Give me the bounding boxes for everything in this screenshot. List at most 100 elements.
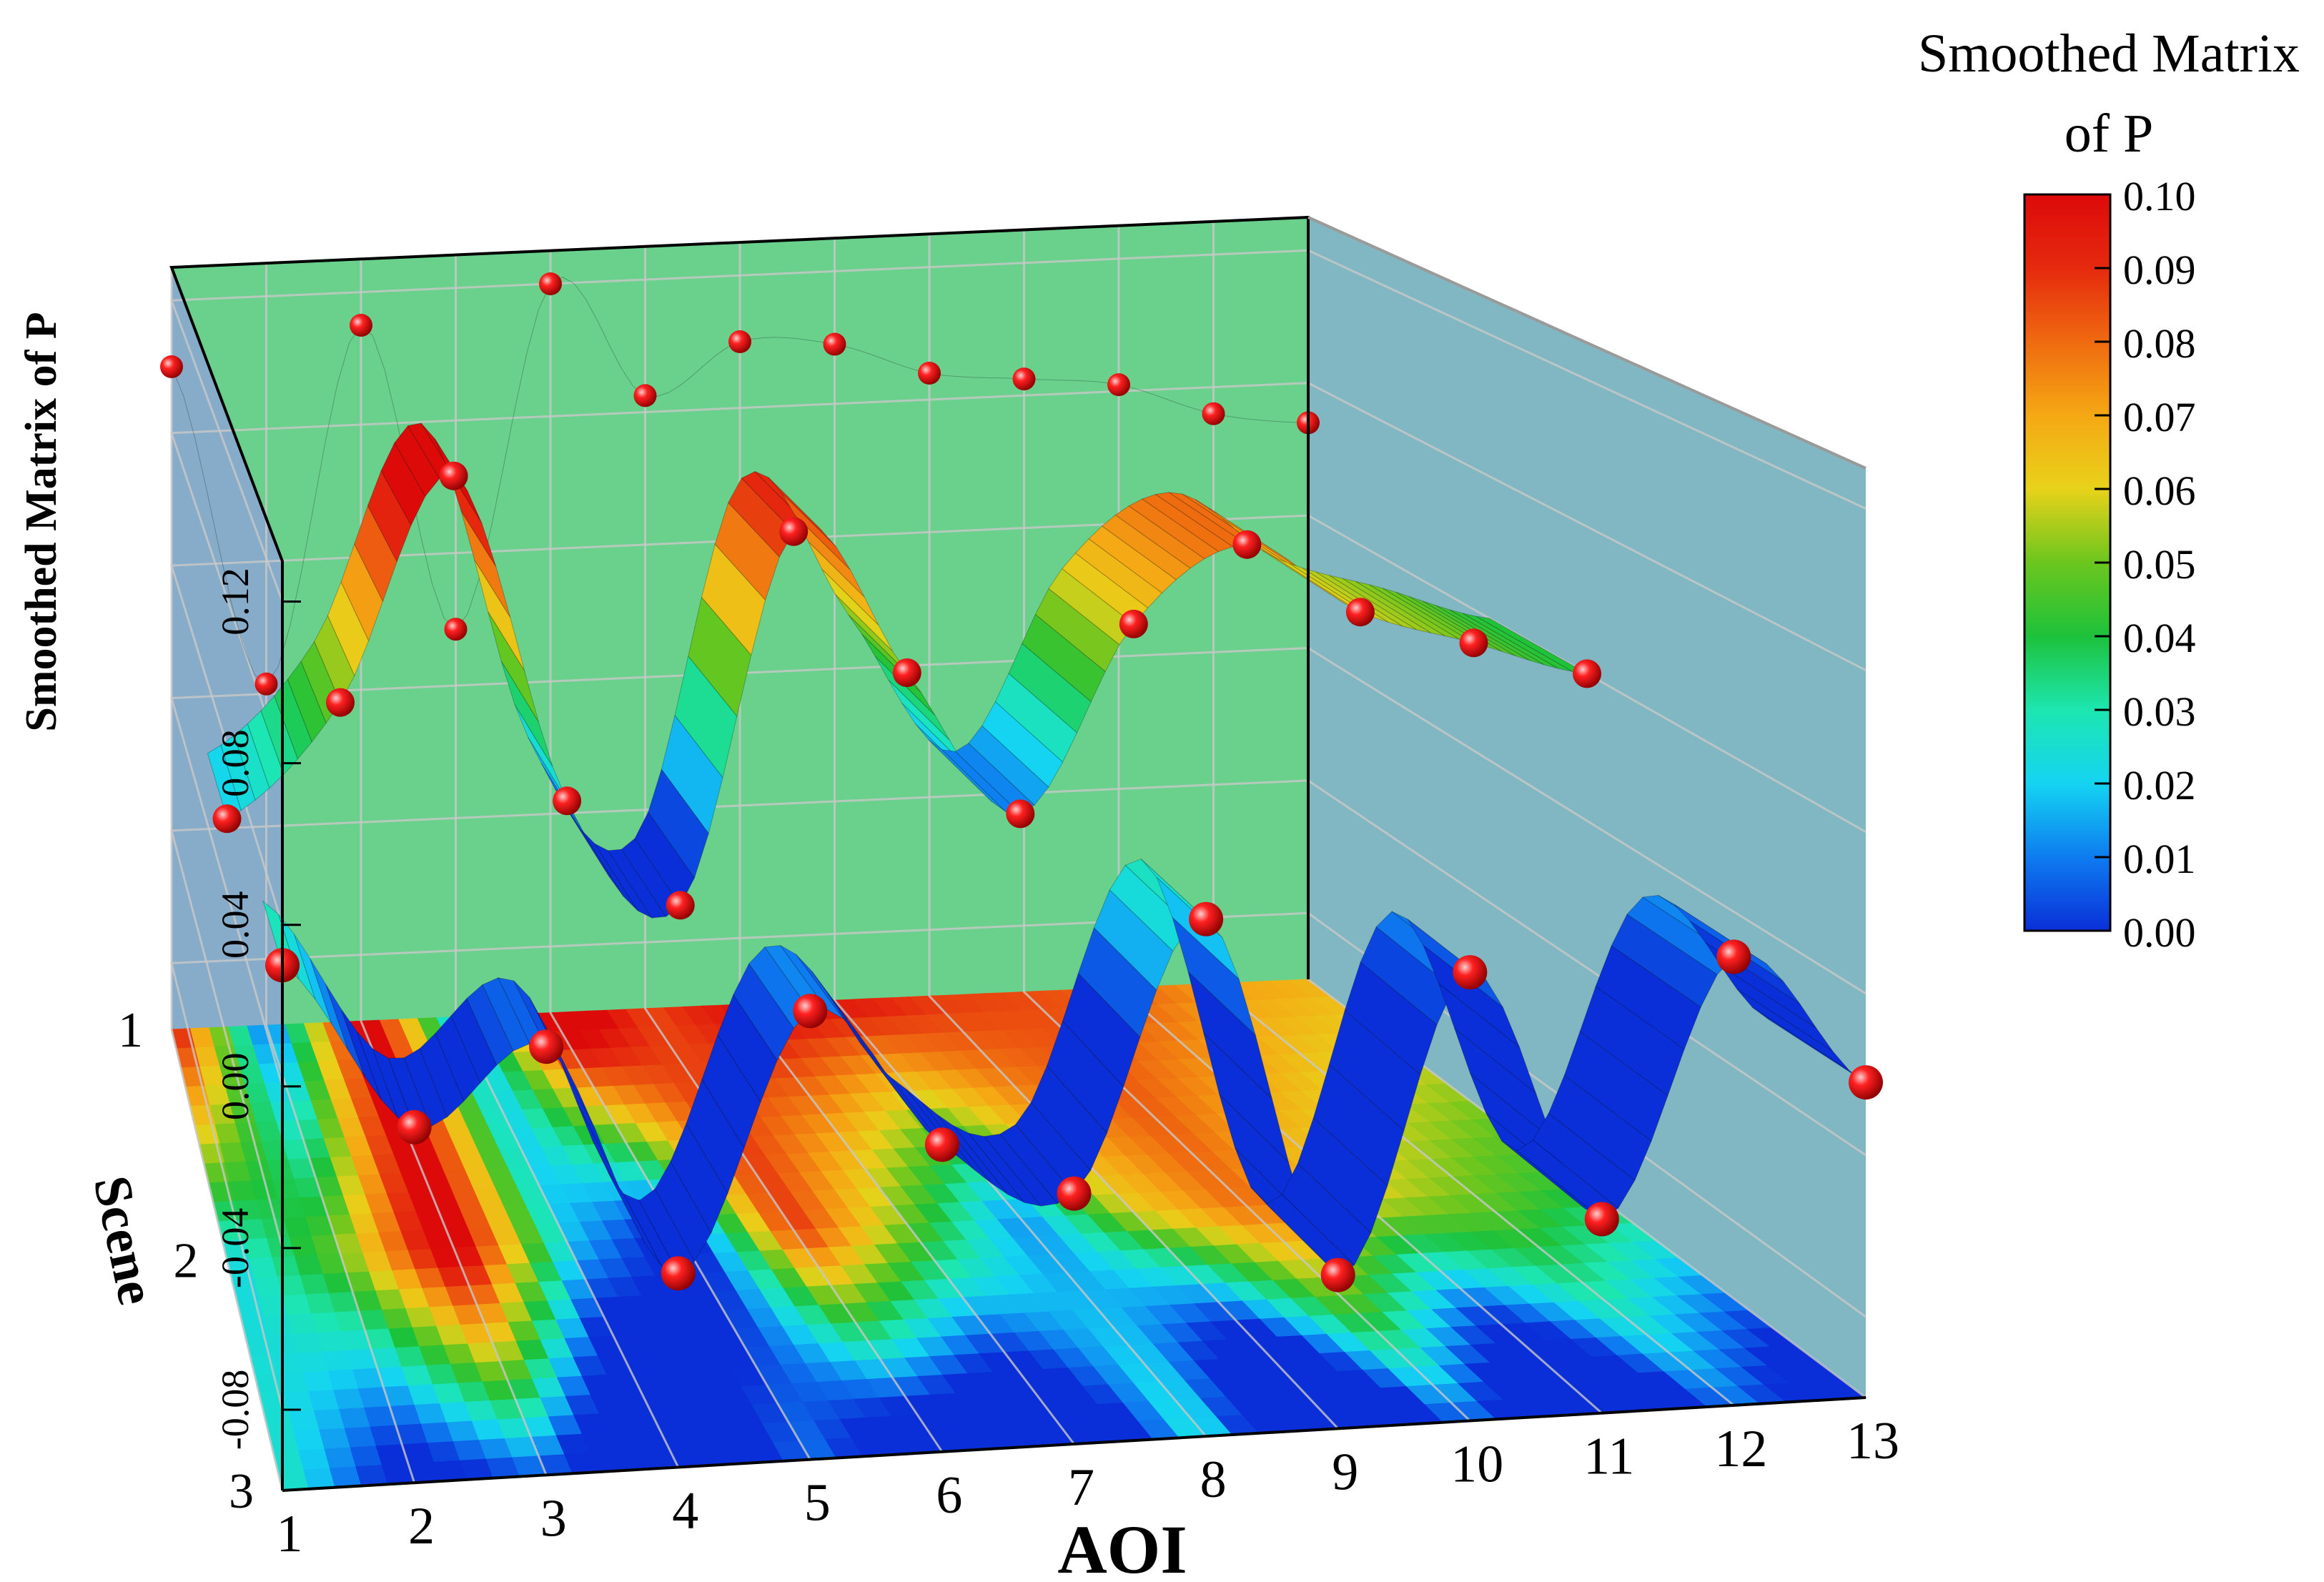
data-marker [1107,373,1130,397]
data-marker [397,1109,432,1145]
data-marker [1057,1176,1092,1211]
colorbar-tick-label: 0.00 [2123,909,2196,956]
data-marker [254,672,278,696]
colorbar-tick-label: 0.05 [2123,541,2196,588]
grid-line-z [169,382,1866,764]
grid-line-x [170,267,284,1491]
z-axis-title: Smoothed Matrix of P [17,312,66,731]
x-tick-label: 7 [1068,1458,1094,1517]
data-marker [553,786,582,816]
data-marker [1573,659,1601,688]
y-tick-label: 3 [229,1464,254,1519]
surface-patch [1000,377,1012,379]
y-axis-ticks: 1 2 3 [118,1003,254,1519]
z-tick-label: 0.04 [214,891,257,959]
data-marker [823,332,846,356]
surface-patch [775,337,788,338]
grid-line-x [928,234,1339,1430]
data-marker [1119,609,1148,638]
colorbar-title-line2: of P [2065,104,2154,164]
x-tick-label: 5 [804,1474,831,1533]
colorbar-tick-label: 0.02 [2123,762,2196,809]
frame-top-edge [1307,216,1866,470]
data-marker [1716,939,1751,974]
surface-patch [763,337,776,338]
data-marker [439,461,468,490]
x-tick-label: 12 [1714,1420,1767,1478]
colorbar-title-line1: Smoothed Matrix [1918,24,2300,84]
grid-line-x [549,250,811,1460]
bounding-box [169,215,1866,1492]
data-marker [529,1029,564,1064]
data-marker [1584,1202,1619,1237]
data-marker [1232,530,1262,559]
z-tick-label: -0.04 [214,1208,257,1288]
z-tick-label: -0.08 [214,1370,257,1450]
colorbar-ticks: 0.10 0.09 0.08 0.07 0.06 0.05 0.04 0.03 0.02 0.01… [2095,173,2196,956]
data-marker [1345,598,1375,627]
data-marker [661,1256,696,1291]
data-marker [539,272,562,295]
z-tick-label: 0.12 [214,568,257,636]
colorbar-tick-label: 0.08 [2123,320,2196,367]
data-marker [1012,367,1036,391]
data-marker [1189,901,1224,936]
x-tick-label: 4 [672,1482,698,1541]
grid-line-x [360,259,548,1475]
data-marker [160,355,183,378]
x-axis-title: AOI [1057,1511,1187,1582]
data-marker [892,658,921,687]
x-tick-label: 9 [1332,1443,1358,1501]
z-axis-ticks: 0.12 0.08 0.04 0.00 -0.04 -0.08 [214,568,301,1450]
colorbar-tick-label: 0.10 [2123,173,2196,219]
side-wall [1308,217,1866,1398]
data-marker [1202,402,1225,425]
x-tick-label: 8 [1200,1450,1227,1509]
frame-outline [169,215,1310,1490]
x-tick-label: 2 [408,1497,435,1556]
data-marker [350,314,372,337]
y-tick-label: 1 [118,1003,143,1058]
x-tick-label: 10 [1450,1435,1503,1494]
data-marker [444,618,468,641]
data-marker [1320,1257,1355,1292]
x-tick-label: 13 [1846,1412,1899,1470]
data-marker [666,891,695,920]
colorbar-tick-label: 0.01 [2123,836,2196,882]
data-marker [924,1127,959,1162]
y-tick-label: 2 [174,1234,199,1289]
x-tick-label: 11 [1583,1428,1634,1486]
grid-line-z [170,779,1866,1249]
z-tick-label: 0.00 [214,1053,257,1121]
data-marker [918,362,941,385]
x-tick-label: 3 [540,1489,567,1548]
data-marker [793,994,828,1029]
colorbar-tick-label: 0.04 [2123,615,2196,661]
data-marker [728,330,751,353]
grid-line-z [169,249,1866,603]
colorbar-tick-label: 0.06 [2123,468,2196,514]
data-marker [212,804,242,834]
x-tick-label: 6 [936,1466,962,1525]
frame-front-edge [282,1396,1866,1492]
z-tick-label: 0.08 [214,729,257,797]
colorbar-tick-label: 0.07 [2123,394,2196,440]
y-axis-title: Scene [82,1171,167,1310]
colorbar-tick-label: 0.09 [2123,247,2196,293]
data-marker [1006,799,1035,829]
x-tick-label: 1 [277,1505,303,1563]
data-marker [779,517,809,546]
grid-line-x [644,246,944,1453]
x-axis-ticks: 1 2 3 4 5 6 7 8 9 10 11 12 13 [277,1412,1900,1563]
grid-line-x [834,238,1207,1438]
data-marker [1459,628,1488,658]
colorbar: Smoothed Matrix of P 0.10 0.09 0.08 0.07 0.0… [1918,24,2300,956]
data-marker [326,688,355,717]
surface-patch [1071,380,1084,382]
data-marker [1453,955,1488,990]
data-marker [633,384,657,407]
data-marker [1849,1065,1883,1100]
colorbar-tick-label: 0.03 [2123,688,2196,735]
data-markers [160,272,1883,1292]
